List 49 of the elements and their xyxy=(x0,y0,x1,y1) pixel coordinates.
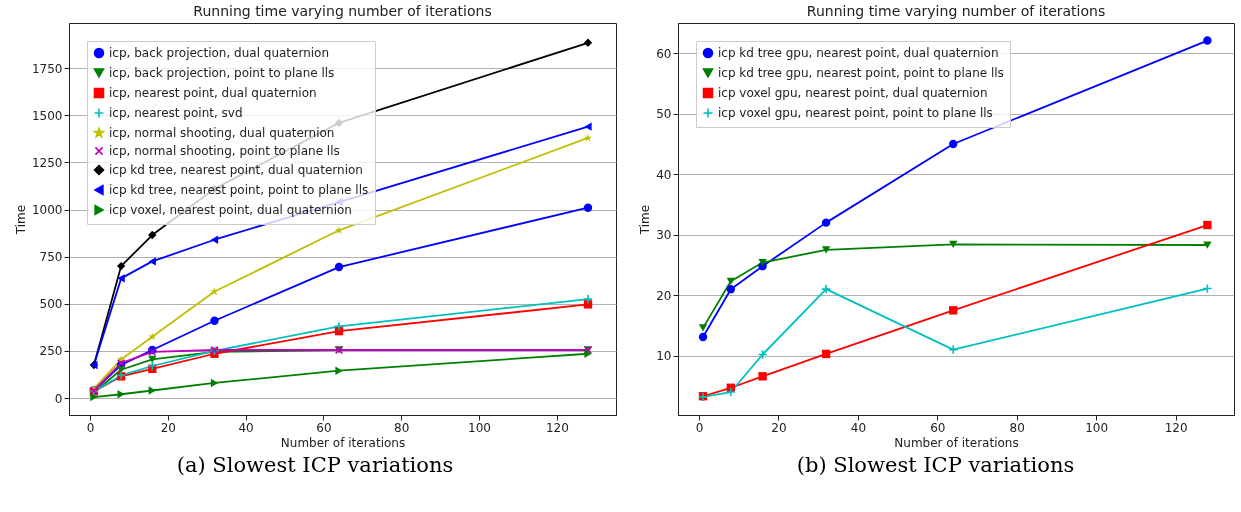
x-axis-title: Number of iterations xyxy=(893,435,1019,450)
x-tick-label: 60 xyxy=(929,420,945,435)
y-tick-label: 40 xyxy=(655,167,671,182)
y-tick-label: 250 xyxy=(39,344,63,359)
text: (a) Slowest ICP variations xyxy=(176,453,454,477)
x-tick-label: 40 xyxy=(238,420,254,435)
x-tick-label: 80 xyxy=(1009,420,1025,435)
legend-label: icp voxel gpu, nearest point, dual quaternion xyxy=(717,86,988,100)
y-tick-label: 60 xyxy=(655,46,671,61)
y-tick-label: 1250 xyxy=(31,155,63,170)
legend-label: icp kd tree gpu, nearest point, dual quaternion xyxy=(717,46,999,60)
x-tick-label: 0 xyxy=(695,420,703,435)
x-axis-title: Number of iterations xyxy=(280,435,406,450)
legend-label: icp voxel gpu, nearest point, point to plane lls xyxy=(717,106,993,120)
chart-title: Running time varying number of iterations xyxy=(806,3,1105,19)
legend-label: icp, normal shooting, point to plane lls xyxy=(109,144,340,158)
legend-label: icp kd tree, nearest point, point to plane lls xyxy=(109,183,369,197)
y-tick-label: 500 xyxy=(39,297,63,312)
legend-label: icp kd tree gpu, nearest point, point to plane lls xyxy=(717,66,1004,80)
y-axis-title: Time xyxy=(637,204,652,236)
y-tick-label: 10 xyxy=(655,349,671,364)
x-tick-label: 20 xyxy=(160,420,176,435)
x-tick-label: 120 xyxy=(1164,420,1188,435)
x-tick-label: 0 xyxy=(86,420,95,435)
legend-label: icp, normal shooting, dual quaternion xyxy=(109,126,335,140)
y-tick-label: 1500 xyxy=(31,108,63,123)
legend-label: icp, nearest point, svd xyxy=(109,106,243,120)
legend-label: icp, back projection, dual quaternion xyxy=(109,46,330,60)
x-tick-label: 80 xyxy=(394,420,410,435)
y-tick-label: 750 xyxy=(39,250,63,265)
text: (b) Slowest ICP variations xyxy=(796,453,1075,477)
y-tick-label: 20 xyxy=(655,288,671,303)
y-tick-label: 1750 xyxy=(31,61,63,76)
x-tick-label: 100 xyxy=(468,420,492,435)
legend-label: icp, back projection, point to plane lls xyxy=(109,66,335,80)
x-tick-label: 100 xyxy=(1084,420,1108,435)
y-tick-label: 1000 xyxy=(31,203,63,218)
x-tick-label: 60 xyxy=(316,420,332,435)
x-tick-label: 20 xyxy=(770,420,787,435)
y-tick-label: 0 xyxy=(54,391,63,406)
legend-label: icp voxel, nearest point, dual quaternion xyxy=(109,203,352,217)
legend-label: icp kd tree, nearest point, dual quaternion xyxy=(109,163,363,177)
y-tick-label: 30 xyxy=(655,228,671,243)
legend-label: icp, nearest point, dual quaternion xyxy=(109,86,317,100)
x-tick-label: 40 xyxy=(850,420,866,435)
x-tick-label: 120 xyxy=(545,420,569,435)
y-tick-label: 50 xyxy=(655,107,671,122)
y-axis-title: Time xyxy=(13,204,28,236)
chart-title: Running time varying number of iterations xyxy=(193,3,492,19)
